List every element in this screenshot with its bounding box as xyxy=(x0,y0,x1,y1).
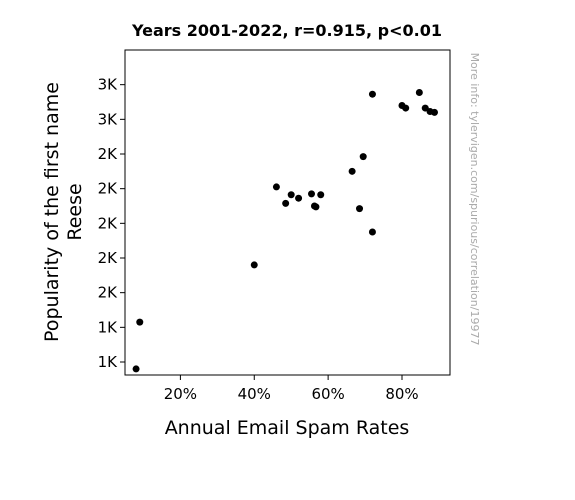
y-tick-label: 2K xyxy=(98,284,119,302)
data-point xyxy=(132,365,140,373)
watermark-text: More info: tylervigen.com/spurious/corre… xyxy=(468,53,481,346)
y-tick-label: 2K xyxy=(98,249,119,267)
data-point xyxy=(250,261,258,269)
data-point xyxy=(359,153,367,161)
x-tick-label: 20% xyxy=(164,385,197,403)
x-axis-label: Annual Email Spam Rates xyxy=(165,417,410,439)
y-tick-label: 2K xyxy=(98,180,119,198)
y-tick-label: 3K xyxy=(98,76,119,94)
data-point xyxy=(402,104,410,112)
data-point xyxy=(312,203,320,211)
data-point xyxy=(317,191,325,199)
plot-frame xyxy=(124,49,451,376)
data-point xyxy=(272,183,280,191)
data-point xyxy=(356,205,364,213)
data-point xyxy=(295,194,303,202)
data-point xyxy=(348,167,356,175)
data-point xyxy=(421,104,429,112)
y-tick-label: 2K xyxy=(98,214,119,232)
x-tick-label: 40% xyxy=(238,385,271,403)
chart-title: Years 2001-2022, r=0.915, p<0.01 xyxy=(131,21,442,40)
plot-area: 20% 40% 60% 80% 1K 1K 2K 2K 2K 2K 2K 3K 3K xyxy=(98,49,451,403)
y-tick-label: 3K xyxy=(98,110,119,128)
data-point xyxy=(368,90,376,98)
x-tick-label: 60% xyxy=(311,385,344,403)
y-tick-label: 2K xyxy=(98,145,119,163)
data-point xyxy=(136,318,144,326)
data-point xyxy=(368,228,376,236)
y-axis-label-line-2: Reese xyxy=(64,183,86,240)
data-point xyxy=(287,191,295,199)
data-point xyxy=(308,190,316,198)
data-point xyxy=(430,108,438,116)
y-axis-label-line-1: Popularity of the first name xyxy=(41,82,63,342)
x-tick-label: 80% xyxy=(385,385,418,403)
data-point xyxy=(415,88,423,96)
y-tick-label: 1K xyxy=(98,353,119,371)
y-tick-label: 1K xyxy=(98,318,119,336)
data-point xyxy=(282,199,290,207)
